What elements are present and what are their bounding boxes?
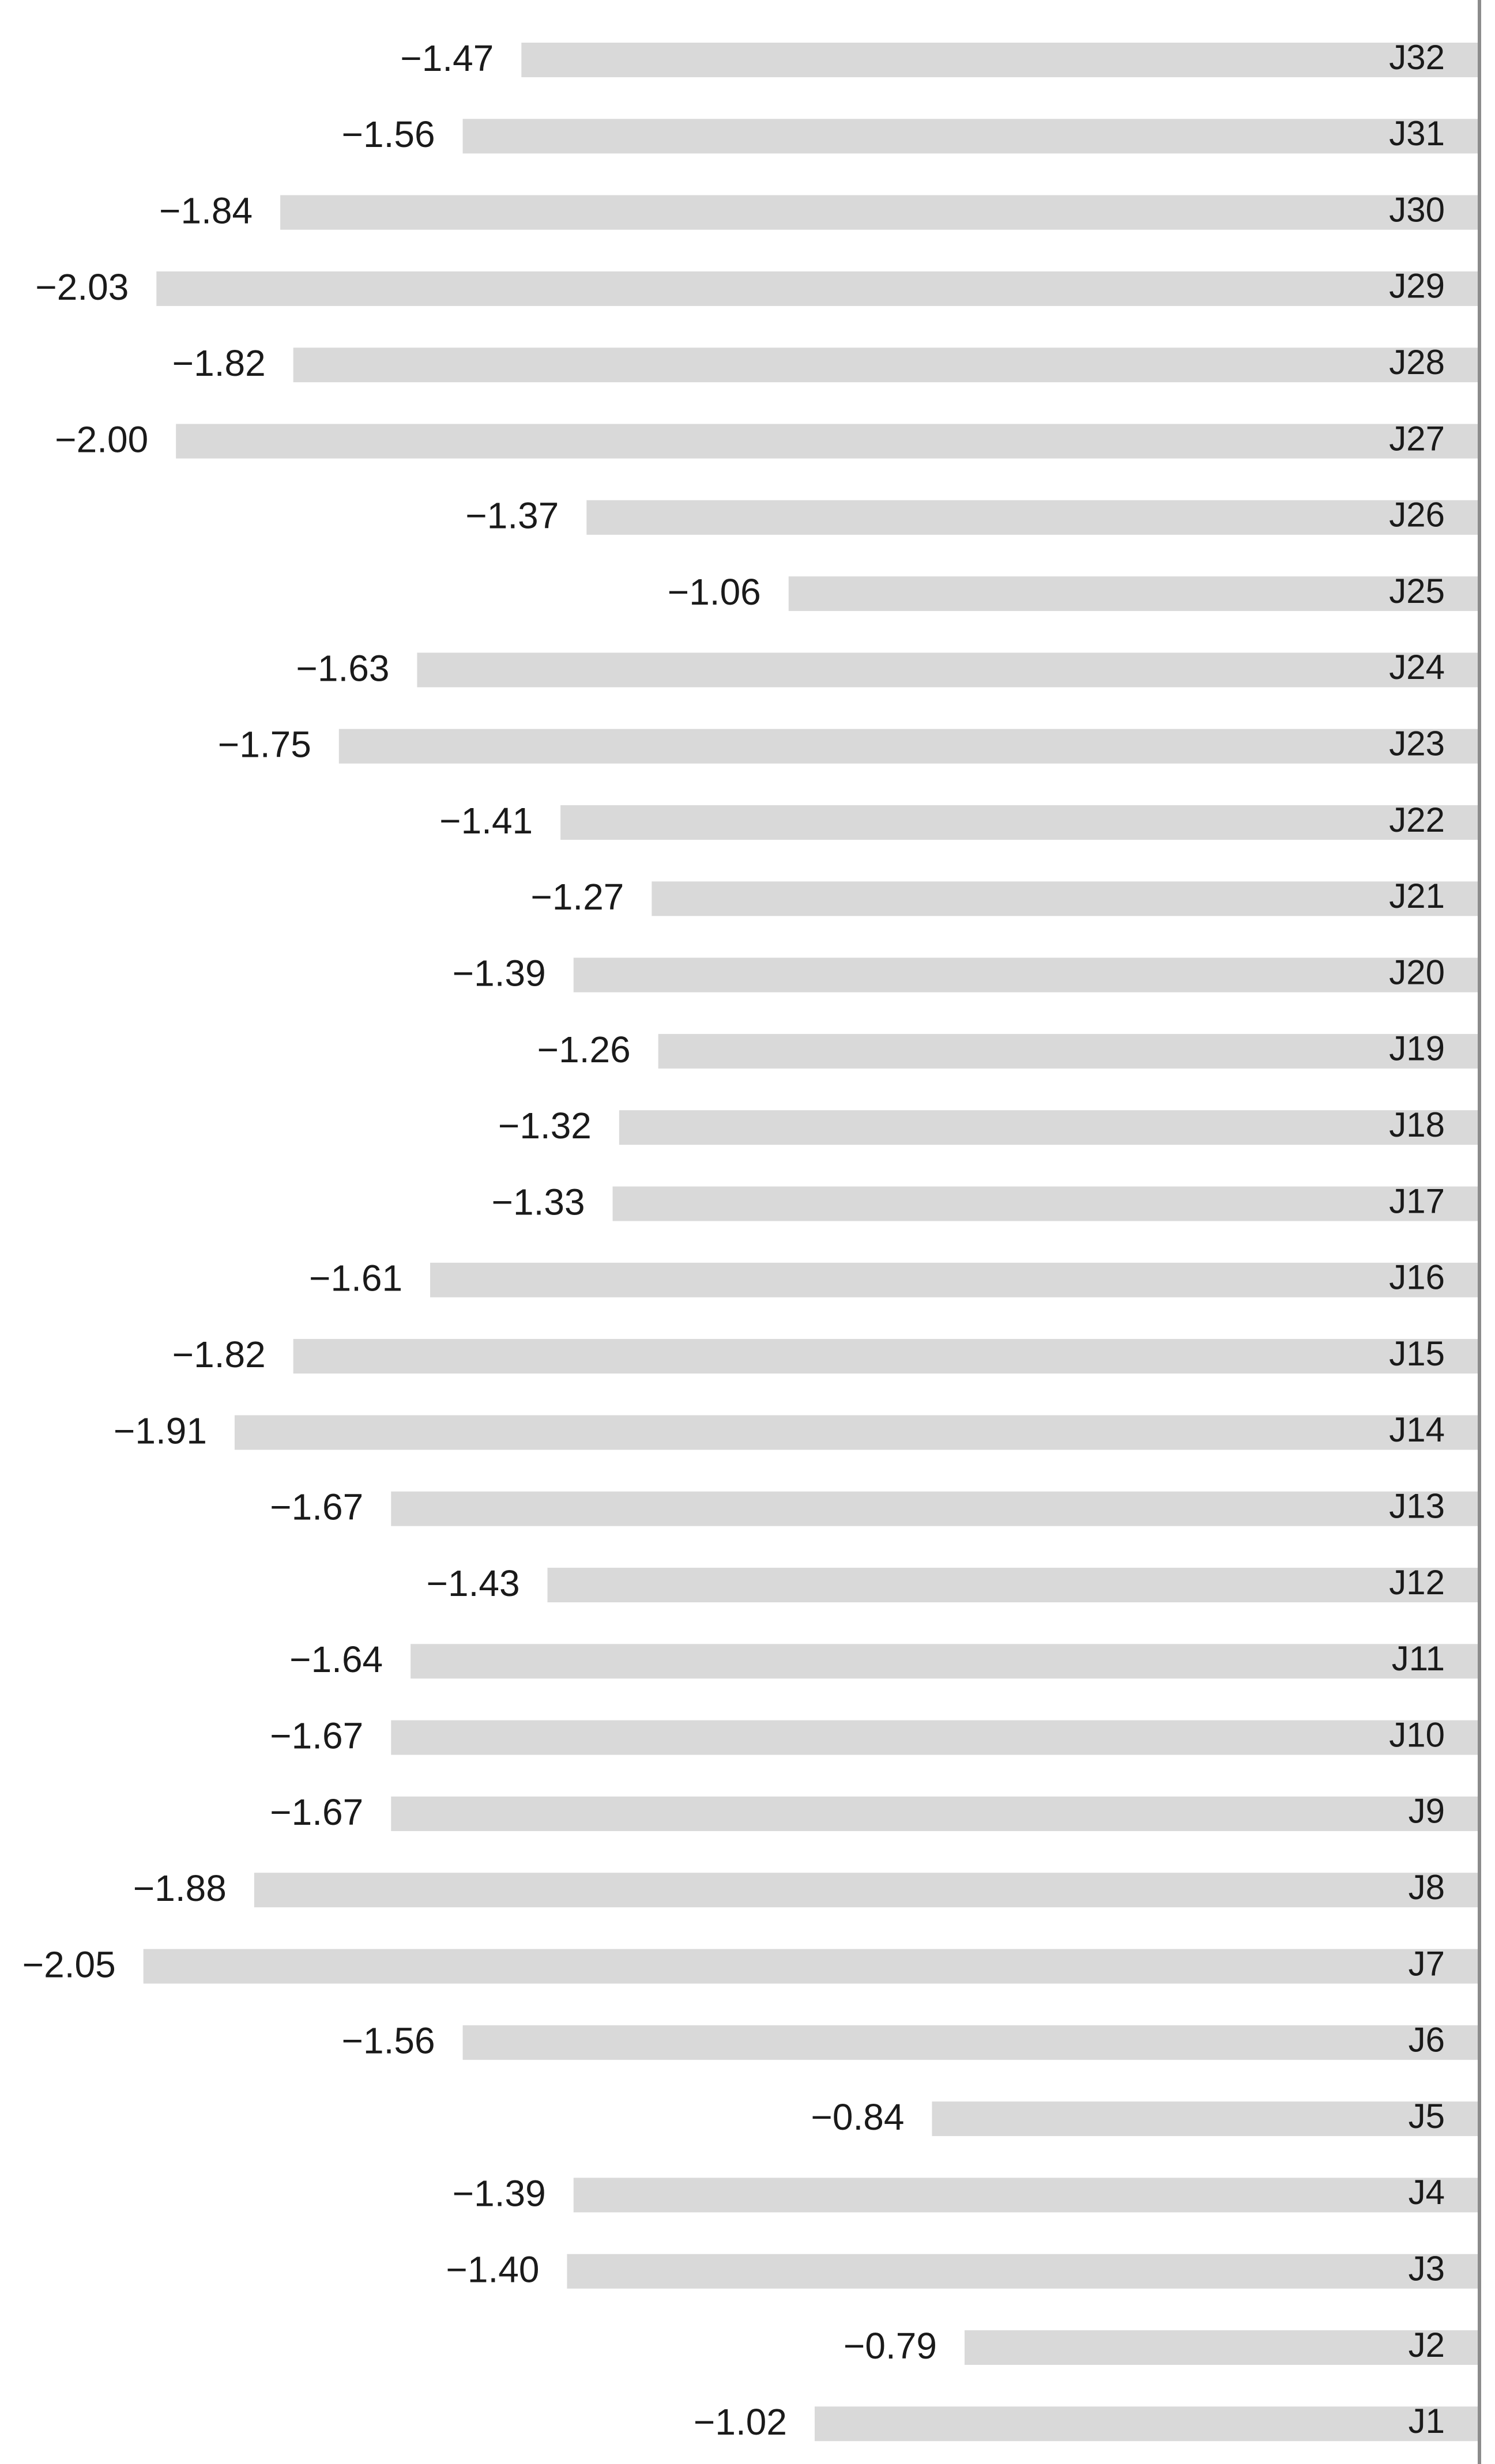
y-tick-label: J14 <box>1389 1410 1445 1449</box>
bar <box>619 1110 1479 1145</box>
data-label: −1.41 <box>439 800 533 842</box>
y-tick-label: J2 <box>1409 2326 1445 2364</box>
bar <box>788 576 1479 612</box>
data-label: −1.32 <box>498 1105 592 1146</box>
bar <box>547 1568 1480 1602</box>
y-tick-label: J31 <box>1389 114 1445 153</box>
y-tick-label: J6 <box>1409 2021 1445 2059</box>
data-label: −1.26 <box>537 1029 631 1070</box>
bar <box>430 1262 1479 1297</box>
data-label: −1.91 <box>114 1410 207 1451</box>
bar <box>391 1720 1479 1755</box>
bar <box>573 957 1479 993</box>
bar <box>462 119 1479 154</box>
bar <box>417 652 1479 688</box>
y-tick-label: J25 <box>1389 572 1445 610</box>
data-label: −1.39 <box>453 953 546 994</box>
data-label: −1.56 <box>342 2020 435 2062</box>
bar <box>234 1415 1480 1450</box>
data-label: −1.82 <box>172 342 266 384</box>
data-label: −1.37 <box>465 495 559 537</box>
bar <box>932 2101 1479 2137</box>
bar <box>652 881 1479 916</box>
data-label: −1.84 <box>159 190 253 232</box>
bar <box>521 43 1480 77</box>
y-tick-label: J17 <box>1389 1182 1445 1220</box>
data-label: −0.79 <box>843 2325 937 2367</box>
bar <box>586 500 1479 535</box>
data-label: −1.67 <box>270 1791 363 1833</box>
data-label: −1.27 <box>530 876 624 918</box>
bar <box>658 1033 1479 1069</box>
bar <box>814 2406 1479 2442</box>
data-label: −1.88 <box>133 1867 227 1909</box>
data-label: −1.47 <box>400 37 494 79</box>
data-label: −2.05 <box>22 1944 116 1985</box>
y-tick-label: J4 <box>1409 2173 1445 2212</box>
bar <box>391 1491 1479 1526</box>
data-label: −1.67 <box>270 1486 363 1528</box>
bar <box>143 1949 1479 1984</box>
data-label: −2.00 <box>55 418 148 460</box>
y-tick-label: J13 <box>1389 1487 1445 1526</box>
y-tick-label: J30 <box>1389 190 1445 229</box>
y-tick-label: J23 <box>1389 725 1445 763</box>
bar <box>560 805 1479 840</box>
y-tick-label: J19 <box>1389 1029 1445 1068</box>
data-label: −1.75 <box>218 724 311 765</box>
bar <box>964 2330 1479 2365</box>
data-label: −0.84 <box>811 2096 905 2138</box>
bar <box>254 1873 1480 1908</box>
data-label: −1.02 <box>694 2401 787 2443</box>
y-tick-label: J27 <box>1389 419 1445 458</box>
data-label: −1.67 <box>270 1715 363 1757</box>
y-tick-label: J3 <box>1409 2250 1445 2288</box>
bar <box>573 2178 1479 2213</box>
y-tick-label: J16 <box>1389 1258 1445 1297</box>
y-tick-label: J11 <box>1392 1639 1445 1678</box>
y-tick-label: J1 <box>1409 2402 1445 2440</box>
bar <box>612 1186 1479 1221</box>
y-tick-label: J15 <box>1389 1334 1445 1373</box>
data-label: −1.39 <box>453 2172 546 2214</box>
y-tick-label: J18 <box>1389 1105 1445 1144</box>
bar <box>176 424 1480 459</box>
y-tick-label: J8 <box>1409 1868 1445 1907</box>
data-label: −1.61 <box>309 1258 402 1299</box>
bar <box>338 729 1479 764</box>
y-tick-label: J29 <box>1389 267 1445 305</box>
bar <box>462 2025 1479 2060</box>
y-tick-label: J21 <box>1389 877 1445 915</box>
bar <box>280 195 1479 230</box>
y-tick-label: J32 <box>1389 38 1445 77</box>
y-tick-label: J7 <box>1409 1944 1445 1983</box>
y-tick-label: J28 <box>1389 343 1445 382</box>
data-label: −1.56 <box>342 114 435 155</box>
data-label: −1.63 <box>296 647 390 689</box>
y-tick-label: J5 <box>1409 2097 1445 2135</box>
y-tick-label: J12 <box>1389 1563 1445 1602</box>
bar <box>156 271 1479 306</box>
y-tick-label: J10 <box>1389 1715 1445 1754</box>
data-label: −1.40 <box>446 2249 540 2291</box>
y-tick-label: J9 <box>1409 1792 1445 1831</box>
y-tick-label: J22 <box>1389 801 1445 839</box>
data-label: −2.03 <box>35 266 129 308</box>
bar <box>391 1796 1479 1831</box>
data-label: −1.33 <box>492 1181 585 1222</box>
data-label: −1.06 <box>668 571 761 613</box>
bar <box>293 1339 1479 1374</box>
y-tick-label: J24 <box>1389 648 1445 686</box>
bar <box>293 348 1479 383</box>
y-tick-label: J20 <box>1389 953 1445 991</box>
data-label: −1.82 <box>172 1334 266 1375</box>
data-label: −1.64 <box>289 1639 383 1680</box>
bar <box>567 2254 1479 2289</box>
y-tick-label: J26 <box>1389 496 1445 534</box>
bar <box>411 1644 1479 1679</box>
data-label: −1.43 <box>427 1563 520 1604</box>
